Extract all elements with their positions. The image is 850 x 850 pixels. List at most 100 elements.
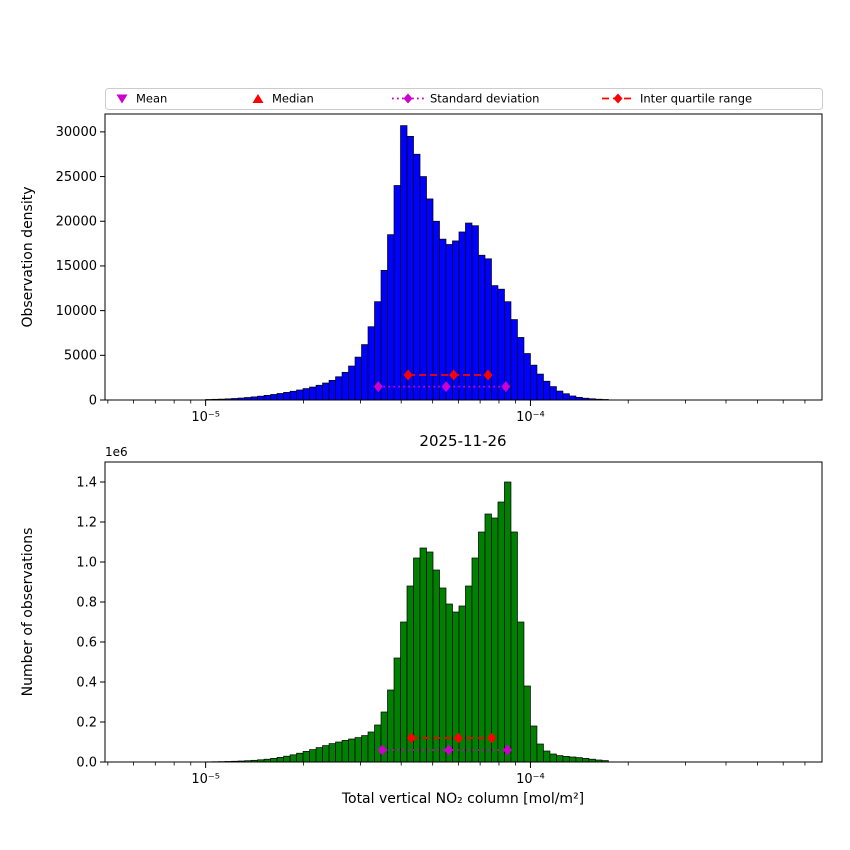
histogram-bar — [283, 392, 291, 401]
histogram-bar — [504, 481, 512, 763]
histogram-bar — [432, 220, 440, 401]
histogram-bar — [296, 752, 304, 763]
legend-label-mean: Mean — [136, 92, 167, 106]
y-tick-label: 1.0 — [76, 555, 97, 570]
histogram-bar — [523, 685, 531, 763]
histogram-bar — [270, 394, 278, 401]
histogram-bar — [289, 390, 297, 401]
histogram-bar — [517, 337, 525, 401]
y-tick-label: 15000 — [56, 259, 97, 274]
histogram-bar — [322, 745, 330, 763]
inter-quartile-range-marker — [487, 732, 497, 744]
histogram-bar — [562, 393, 570, 401]
histogram-bar — [510, 531, 518, 763]
histogram-bar — [276, 393, 284, 401]
standard-deviation-marker — [501, 381, 511, 393]
y-axis-offset-label: 1e6 — [105, 445, 128, 459]
histogram-bar — [354, 737, 362, 763]
histogram-bar — [471, 557, 479, 763]
y-tick-label: 20000 — [56, 215, 97, 230]
histogram-bar — [536, 373, 544, 401]
standard-deviation-marker — [444, 744, 454, 756]
histogram-bar — [302, 388, 310, 401]
histogram-bar — [491, 517, 499, 763]
histogram-bar — [263, 395, 271, 401]
observation-count-histogram: 0.0 0.2 0.4 0.6 0.8 1.0 1.2 1.4 10⁻⁵ 10⁻⁴ — [76, 461, 823, 787]
histogram-bar — [393, 657, 401, 763]
y-tick-label: 1.4 — [76, 475, 97, 490]
histogram-bar — [432, 569, 440, 763]
y-tick-label: 0.4 — [76, 675, 97, 690]
axes-frame — [104, 113, 823, 401]
x-axis-label: Total vertical NO₂ column [mol/m²] — [341, 791, 584, 807]
histogram-bar — [335, 741, 343, 763]
histogram-bar — [400, 621, 408, 763]
legend-frame — [105, 88, 823, 110]
histogram-bar — [393, 185, 401, 401]
histogram-bar — [517, 621, 525, 763]
y-tick-label: 30000 — [56, 125, 97, 140]
std-deviation-marker-icon — [403, 93, 413, 104]
histogram-bar — [549, 753, 557, 763]
y-tick-label: 0.0 — [76, 755, 97, 770]
histogram-bar — [575, 757, 583, 763]
histogram-bar — [276, 757, 284, 763]
y-tick-label: 1.2 — [76, 515, 97, 530]
histogram-bar — [510, 319, 518, 401]
histogram-bar — [348, 738, 356, 763]
standard-deviation-marker — [441, 381, 451, 393]
histogram-bar — [556, 390, 564, 401]
legend-label-inter-quartile-range: Inter quartile range — [640, 92, 752, 106]
inter-quartile-range-marker — [483, 369, 493, 381]
inter-quartile-range-marker — [406, 732, 416, 744]
histogram-bar — [387, 234, 395, 401]
histogram-bar — [530, 364, 538, 401]
standard-deviation-marker — [377, 744, 387, 756]
histogram-bar — [400, 125, 408, 401]
histogram-bar — [374, 724, 382, 763]
y-tick-label: 0.6 — [76, 635, 97, 650]
y-tick-label: 25000 — [56, 170, 97, 185]
y-tick-label: 10000 — [56, 304, 97, 319]
histogram-bar — [419, 176, 427, 401]
standard-deviation-marker — [373, 381, 383, 393]
histogram-bar — [549, 386, 557, 401]
histogram-bar — [569, 395, 577, 401]
histogram-bar — [296, 389, 304, 401]
histogram-bar — [302, 751, 310, 763]
legend-label-standard-deviation: Standard deviation — [430, 92, 539, 106]
histogram-bar — [497, 501, 505, 763]
x-tick-label: 10⁻⁴ — [516, 410, 545, 425]
histogram-bar — [478, 531, 486, 763]
histogram-bar — [257, 395, 265, 401]
top-y-axis-label: Observation density — [20, 186, 36, 327]
histogram-bar — [426, 198, 434, 401]
inter-quartile-range-marker — [403, 369, 413, 381]
histogram-bar — [283, 755, 291, 763]
histogram-bar — [413, 153, 421, 401]
histogram-bar — [491, 285, 499, 401]
histogram-bar — [465, 585, 473, 763]
histogram-bar — [439, 238, 447, 401]
x-tick-label: 10⁻⁵ — [191, 772, 220, 787]
histogram-bar — [569, 756, 577, 763]
histogram-bar — [335, 376, 343, 401]
axes-frame — [104, 461, 823, 763]
histogram-bar — [523, 353, 531, 401]
inter-quartile-range-marker — [453, 732, 463, 744]
histogram-bar — [322, 382, 330, 401]
histogram-bar — [341, 371, 349, 401]
observation-density-histogram: 0 5000 10000 15000 20000 25000 30000 10⁻⁵ 10⁻⁴ — [56, 113, 823, 425]
y-tick-label: 0.8 — [76, 595, 97, 610]
histogram-bar — [309, 386, 317, 401]
histogram-bar — [536, 743, 544, 763]
x-tick-label: 10⁻⁵ — [191, 410, 220, 425]
histogram-bar — [562, 756, 570, 763]
legend: Mean Median Standard deviation Inter qua… — [105, 88, 823, 110]
median-marker-icon — [252, 94, 264, 103]
histogram-bar — [471, 225, 479, 401]
histogram-bar — [484, 513, 492, 763]
histogram-bar — [309, 749, 317, 763]
